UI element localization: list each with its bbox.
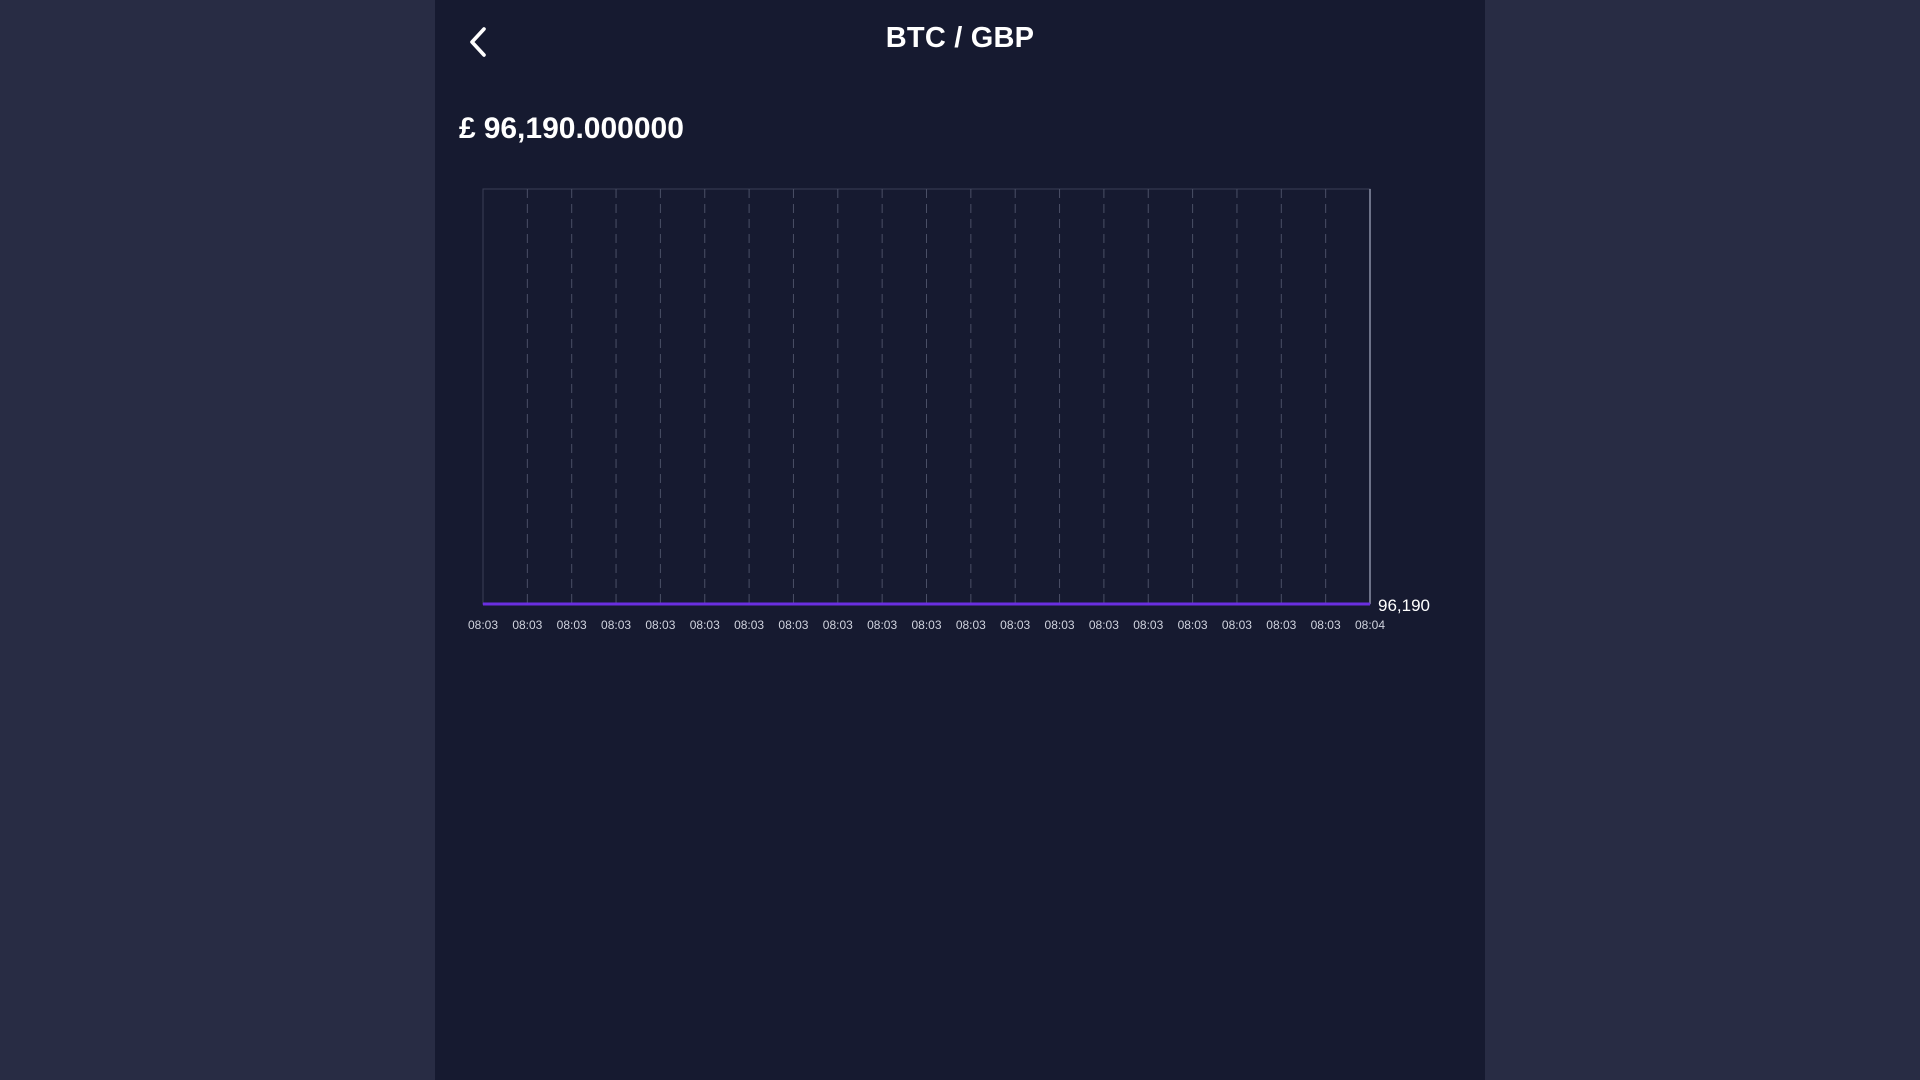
data-point bbox=[881, 603, 883, 605]
data-point bbox=[1059, 603, 1061, 605]
x-tick-label: 08:03 bbox=[1000, 618, 1030, 632]
x-tick-label: 08:03 bbox=[734, 618, 764, 632]
x-tick-label: 08:03 bbox=[1266, 618, 1296, 632]
x-tick-label: 08:03 bbox=[1222, 618, 1252, 632]
data-point bbox=[748, 603, 750, 605]
data-point bbox=[970, 603, 972, 605]
x-tick-label: 08:03 bbox=[778, 618, 808, 632]
data-point bbox=[926, 603, 927, 605]
x-tick-label: 08:03 bbox=[512, 618, 542, 632]
x-tick-label: 08:03 bbox=[1045, 618, 1075, 632]
chevron-left-icon bbox=[470, 27, 486, 57]
x-tick-label: 08:03 bbox=[601, 618, 631, 632]
price-chart-svg: 96,190 08:03 08:03 08:03 08:03 08:03 08:03 08:0… bbox=[468, 188, 1430, 632]
data-point bbox=[792, 603, 794, 605]
left-backdrop bbox=[0, 0, 435, 1080]
x-tick-label: 08:03 bbox=[690, 618, 720, 632]
x-tick-label: 08:03 bbox=[645, 618, 675, 632]
x-tick-label: 08:03 bbox=[1089, 618, 1119, 632]
back-button[interactable] bbox=[455, 20, 499, 64]
price-value: 96,190.000000 bbox=[483, 112, 684, 145]
data-point bbox=[1147, 603, 1149, 605]
data-point bbox=[1192, 603, 1194, 605]
detail-panel: BTC / GBP £96,190.000000 96,190 08:03 08:0… bbox=[435, 0, 1485, 1080]
page-title: BTC / GBP bbox=[885, 22, 1035, 54]
y-tick-label: 96,190 bbox=[1378, 596, 1430, 615]
currency-symbol: £ bbox=[459, 112, 476, 145]
x-tick-label: 08:03 bbox=[1133, 618, 1163, 632]
data-point bbox=[1369, 603, 1371, 605]
data-point bbox=[615, 603, 617, 605]
current-price: £96,190.000000 bbox=[459, 112, 684, 146]
data-point bbox=[571, 603, 573, 605]
price-chart: 96,190 08:03 08:03 08:03 08:03 08:03 08:03 08:0… bbox=[435, 0, 1485, 700]
x-tick-label: 08:03 bbox=[557, 618, 587, 632]
data-point bbox=[1014, 603, 1016, 605]
x-tick-label: 08:03 bbox=[1178, 618, 1208, 632]
x-tick-label: 08:04 bbox=[1355, 618, 1385, 632]
data-point bbox=[837, 603, 839, 605]
data-point bbox=[704, 603, 706, 605]
x-tick-label: 08:03 bbox=[956, 618, 986, 632]
data-point bbox=[1103, 603, 1105, 605]
data-point bbox=[1325, 603, 1327, 605]
right-backdrop bbox=[1485, 0, 1920, 1080]
data-point bbox=[1236, 603, 1238, 605]
x-tick-label: 08:03 bbox=[823, 618, 853, 632]
data-point bbox=[659, 603, 661, 605]
data-point bbox=[526, 603, 528, 605]
x-tick-label: 08:03 bbox=[1311, 618, 1341, 632]
x-tick-label: 08:03 bbox=[468, 618, 498, 632]
data-point bbox=[482, 603, 484, 605]
x-tick-label: 08:03 bbox=[911, 618, 941, 632]
data-point bbox=[1280, 603, 1282, 605]
x-tick-label: 08:03 bbox=[867, 618, 897, 632]
